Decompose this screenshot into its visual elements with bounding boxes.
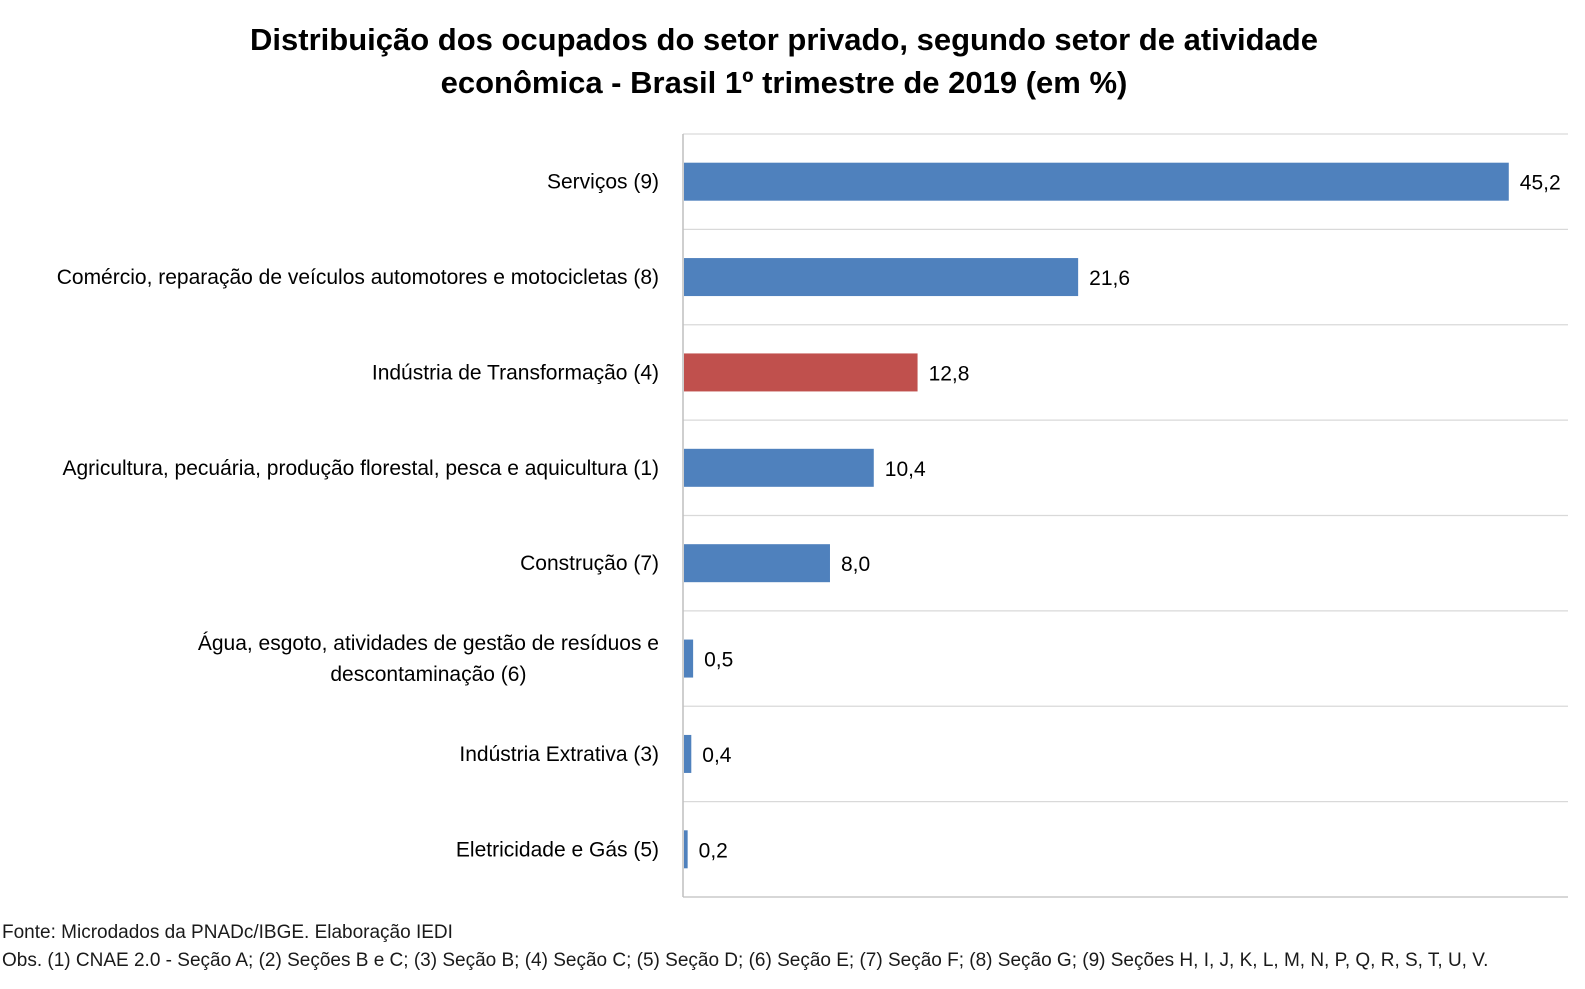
category-label: Agricultura, pecuária, produção floresta… xyxy=(63,457,660,480)
bar-chart: 45,2 Serviços (9) 21,6 Comércio, reparação … xyxy=(57,133,1568,898)
data-label: 8,0 xyxy=(841,553,870,576)
source-note: Fonte: Microdados da PNADc/IBGE. Elabora… xyxy=(2,922,453,943)
bar xyxy=(684,448,874,487)
bar xyxy=(684,734,692,773)
category-label: Construção (7) xyxy=(520,552,659,575)
category-label: Eletricidade e Gás (5) xyxy=(456,838,659,861)
category-label: Comércio, reparação de veículos automoto… xyxy=(57,266,659,289)
chart-title: Distribuição dos ocupados do setor priva… xyxy=(0,18,1568,104)
data-label: 21,6 xyxy=(1089,267,1130,290)
data-label: 45,2 xyxy=(1520,172,1561,195)
category-label: descontaminação (6) xyxy=(330,663,526,686)
chart-title-line-1: Distribuição dos ocupados do setor priva… xyxy=(250,22,1318,57)
bar xyxy=(684,830,688,869)
bar xyxy=(684,162,1509,201)
bar xyxy=(684,544,830,583)
data-label: 0,2 xyxy=(699,839,728,862)
chart-title-line-2: econômica - Brasil 1º trimestre de 2019 … xyxy=(440,65,1128,100)
bar xyxy=(684,639,694,678)
data-label: 0,5 xyxy=(704,649,733,672)
bar xyxy=(684,258,1079,297)
data-label: 12,8 xyxy=(929,362,970,385)
data-label: 10,4 xyxy=(885,458,926,481)
data-label: 0,4 xyxy=(702,744,732,767)
observation-note: Obs. (1) CNAE 2.0 - Seção A; (2) Seções … xyxy=(2,950,1489,971)
category-label: Indústria Extrativa (3) xyxy=(459,743,659,766)
bar xyxy=(684,353,918,392)
category-label: Água, esgoto, atividades de gestão de re… xyxy=(198,632,659,655)
category-label: Indústria de Transformação (4) xyxy=(372,361,659,384)
category-label: Serviços (9) xyxy=(547,171,659,194)
